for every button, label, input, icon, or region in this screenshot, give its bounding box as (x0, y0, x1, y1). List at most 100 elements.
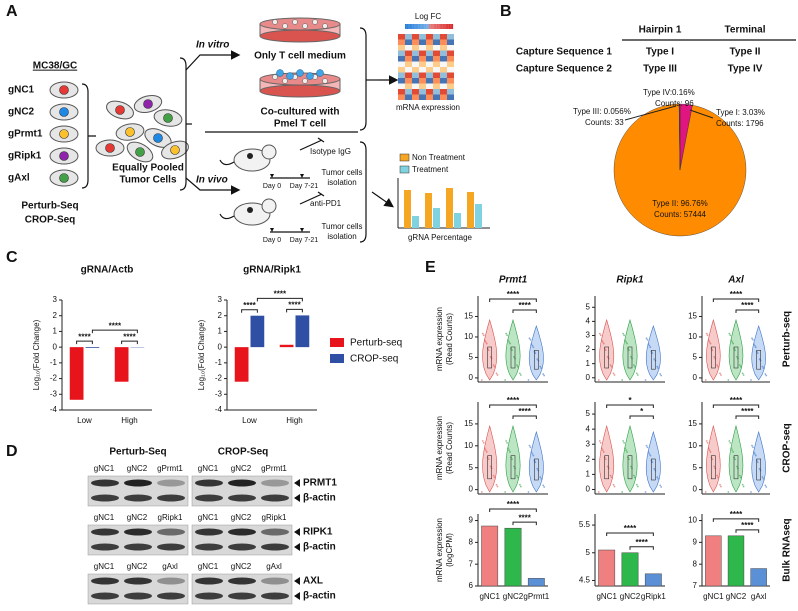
heatmap-cell (398, 78, 405, 84)
mini-bar (475, 204, 482, 228)
heatmap-cell (419, 39, 426, 45)
violin-shape (505, 424, 521, 493)
y-tick-label: 15 (464, 312, 473, 321)
colorbar-cell (420, 24, 422, 29)
violin-shape (645, 430, 661, 493)
heatmap-cell (405, 83, 412, 89)
blot-band (124, 479, 152, 487)
heatmap-cell (426, 89, 433, 95)
legend-swatch (330, 338, 344, 347)
blot-band (195, 479, 223, 487)
jitter-point (660, 374, 663, 377)
legend-swatch (330, 354, 344, 363)
heatmap-cell (398, 94, 405, 100)
blot-band (91, 543, 119, 551)
jitter-point (729, 441, 732, 444)
jitter-point (753, 453, 756, 455)
jitter-point (539, 365, 542, 368)
colorbar-cell (419, 24, 421, 29)
x-tick-label: gNC2 (726, 592, 747, 601)
nucleus (59, 107, 69, 117)
table-row-label: Capture Sequence 1 (516, 47, 613, 58)
jitter-point (708, 341, 711, 343)
jitter-point (657, 367, 660, 369)
colorbar-cell (444, 24, 446, 29)
colorbar-cell (449, 24, 451, 29)
heatmap-cell (447, 39, 454, 45)
nucleus (170, 145, 180, 155)
x-tick-label: gNC1 (703, 592, 724, 601)
colorbar-cell (430, 24, 432, 29)
jitter-point (729, 334, 732, 337)
box (487, 455, 492, 480)
bar (621, 552, 639, 587)
significance-label: **** (243, 301, 256, 310)
lane-label: gNC2 (127, 464, 148, 473)
jitter-point (647, 343, 650, 346)
heatmap-cell (447, 67, 454, 73)
dish-bottom (259, 29, 341, 43)
heatmap-cell (433, 56, 440, 62)
jitter-point (753, 344, 756, 347)
jitter-point (597, 491, 600, 493)
pie-count: Counts: 33 (585, 118, 624, 127)
y-tick-label: 0 (469, 373, 474, 382)
row-label: Perturb-seq (782, 311, 793, 367)
mouse-tail (219, 213, 235, 220)
method-label: Perturb-Seq (21, 201, 78, 212)
blot-band (157, 592, 185, 600)
jitter-point (727, 491, 730, 493)
jitter-point (716, 474, 719, 477)
heatmap-cell (433, 89, 440, 95)
pie-label: Type II: 96.76% (652, 199, 708, 208)
significance-label: * (628, 396, 632, 405)
heatmap-cell (447, 83, 454, 89)
significance-label: **** (741, 521, 754, 530)
jitter-point (648, 344, 651, 347)
heatmap-cell (440, 45, 447, 51)
x-tick-label: gPrmt1 (523, 592, 549, 601)
heatmap-cell (447, 50, 454, 56)
significance-label: **** (518, 513, 531, 522)
isolation-label: Tumor cells (321, 168, 362, 177)
jitter-point (601, 449, 604, 452)
dish-cell (322, 23, 328, 29)
pool-label: Tumor Cells (119, 175, 176, 186)
y-tick-label: 2 (53, 311, 58, 320)
jitter-point (657, 477, 660, 480)
jitter-point (609, 364, 612, 367)
tcell (306, 72, 314, 80)
y-axis-label: (Read Counts) (445, 422, 454, 474)
significance-bracket (735, 415, 760, 419)
lane-label: gNC1 (198, 513, 219, 522)
jitter-point (741, 483, 744, 486)
guide-label: gAxl (8, 173, 30, 184)
y-tick-label: 5 (693, 463, 698, 472)
heatmap-cell (412, 94, 419, 100)
heatmap-cell (412, 78, 419, 84)
colorbar-cell (441, 24, 443, 29)
significance-label: **** (78, 332, 91, 341)
tcell (286, 72, 294, 80)
syringe (299, 191, 325, 205)
heatmap-cell (398, 89, 405, 95)
jitter-point (734, 349, 736, 352)
heatmap-cell (405, 94, 412, 100)
jitter-point (496, 485, 499, 488)
group-label: Perturb-Seq (109, 447, 166, 458)
bar (504, 527, 522, 587)
jitter-point (604, 349, 607, 352)
jitter-point (480, 491, 483, 493)
jitter-point (624, 339, 626, 342)
dish-cell (282, 78, 288, 84)
blot-band (124, 543, 152, 551)
jitter-point (517, 476, 519, 479)
jitter-point (519, 374, 522, 376)
significance-label: **** (507, 500, 520, 509)
dish-cell (272, 74, 278, 80)
jitter-point (636, 374, 639, 376)
mouse-tail (219, 159, 235, 166)
jitter-point (487, 349, 490, 352)
heatmap-cell (412, 56, 419, 62)
heatmap-cell (426, 45, 433, 51)
